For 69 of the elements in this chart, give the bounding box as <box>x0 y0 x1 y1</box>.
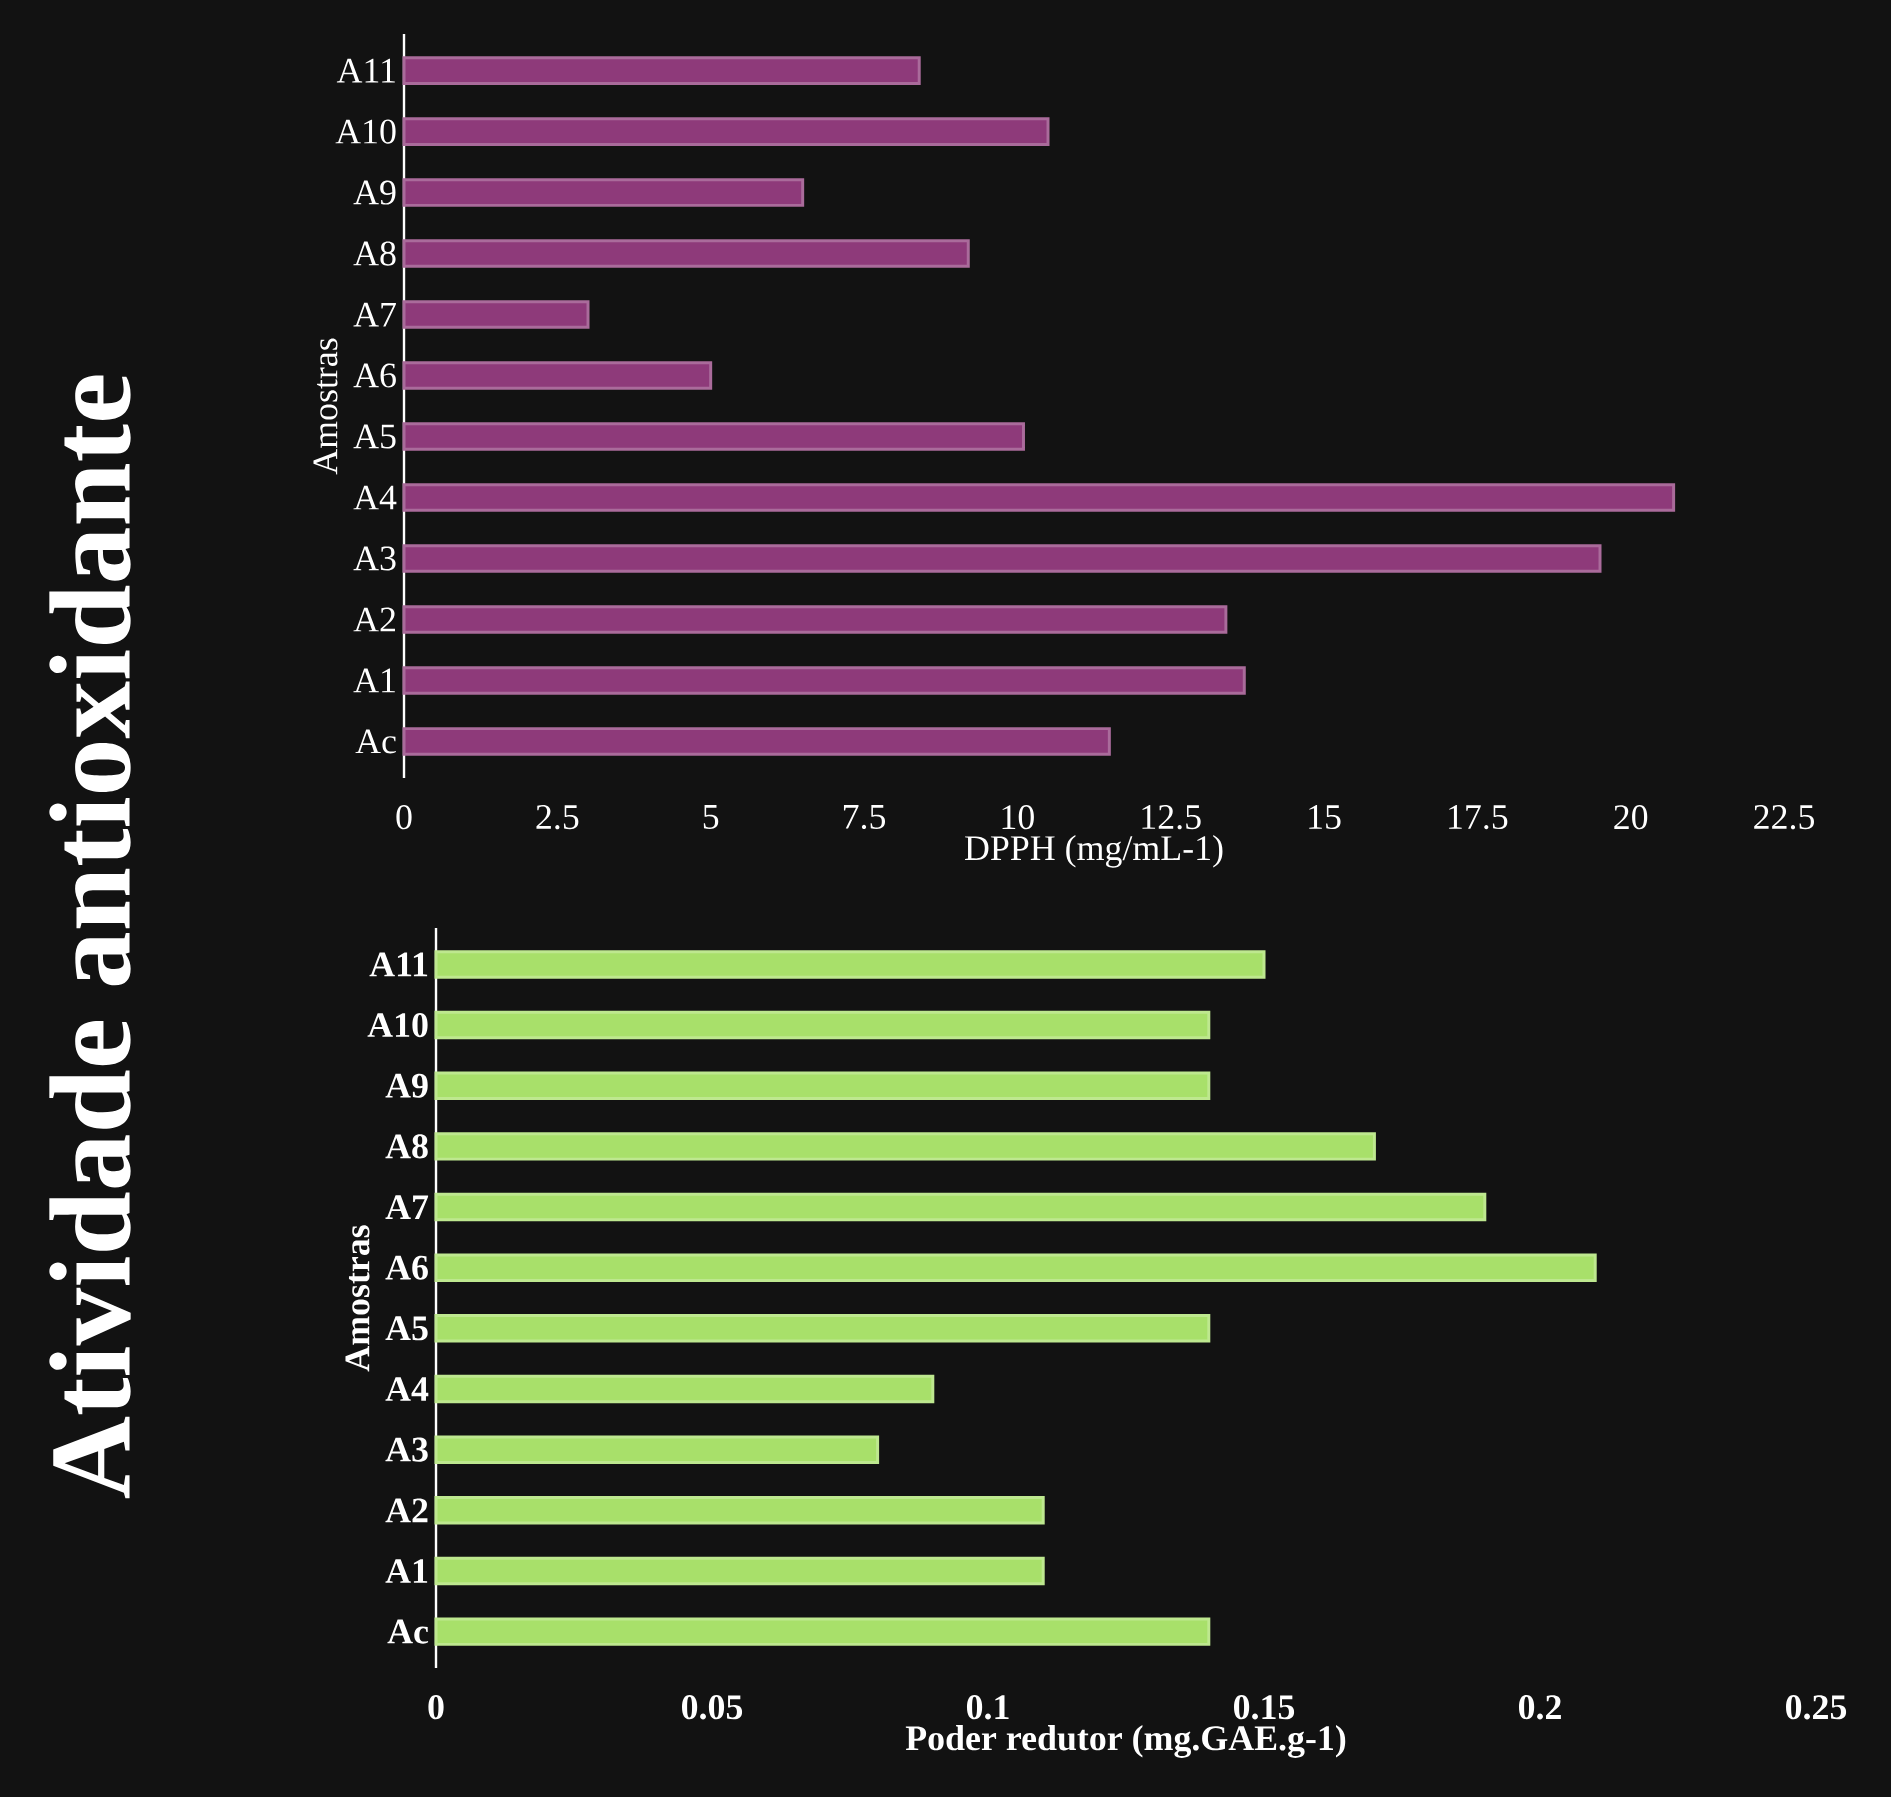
y-tick-label: A2 <box>353 607 395 632</box>
x-tick-label: 0.2 <box>1518 1695 1561 1720</box>
x-tick-label: 10 <box>1002 805 1034 830</box>
y-tick-label: A8 <box>353 241 396 266</box>
x-tick-label: 0.15 <box>1234 1695 1295 1720</box>
bar <box>402 300 590 329</box>
y-tick-label: A4 <box>353 485 397 510</box>
x-tick-label: 12.5 <box>1142 805 1201 830</box>
x-tick-label: 0.05 <box>682 1695 743 1720</box>
bar <box>434 1374 935 1404</box>
y-tick-label: A5 <box>353 424 396 449</box>
bar <box>402 361 713 390</box>
y-tick-label: A4 <box>385 1377 429 1401</box>
y-tick-label: A9 <box>385 1073 428 1098</box>
bar <box>402 483 1676 512</box>
bar <box>402 117 1050 146</box>
bar <box>434 1617 1211 1646</box>
x-tick-label: 15 <box>1309 805 1341 830</box>
bar <box>434 950 1266 979</box>
y-axis-title: Amostras <box>313 338 338 475</box>
y-tick-label: A1 <box>385 1559 428 1583</box>
y-tick-label: A2 <box>385 1498 428 1523</box>
bar <box>402 727 1111 756</box>
y-tick-label: Ac <box>387 1619 429 1644</box>
bar <box>434 1192 1487 1222</box>
y-tick-label: A6 <box>385 1255 428 1280</box>
y-tick-label: A7 <box>385 1195 429 1219</box>
y-tick-label: A10 <box>335 119 396 144</box>
x-tick-label: 20 <box>1614 805 1648 830</box>
y-tick-label: A11 <box>336 58 395 83</box>
y-tick-label: A5 <box>385 1316 428 1341</box>
bar <box>402 178 805 207</box>
x-tick-label: 7.5 <box>843 805 886 830</box>
x-tick-label: 0.1 <box>966 1695 1009 1720</box>
x-tick-label: 2.5 <box>536 805 579 830</box>
bar <box>434 1253 1597 1282</box>
bar <box>434 1071 1211 1100</box>
x-tick-label: 0 <box>428 1695 444 1720</box>
bar <box>402 605 1228 634</box>
bar <box>434 1496 1045 1525</box>
y-tick-label: A3 <box>385 1437 428 1462</box>
bar <box>434 1132 1376 1161</box>
bar <box>402 56 921 85</box>
y-tick-label: A10 <box>367 1012 428 1038</box>
bar <box>434 1314 1211 1343</box>
bar <box>402 422 1025 451</box>
bar <box>402 544 1602 573</box>
bar <box>402 239 970 268</box>
y-tick-label: A8 <box>385 1134 428 1159</box>
x-tick-label: 22.5 <box>1754 805 1814 830</box>
y-tick-label: A3 <box>353 546 396 571</box>
x-tick-label: 0 <box>396 805 412 830</box>
y-tick-label: A9 <box>353 180 396 205</box>
bar <box>434 1556 1045 1586</box>
x-tick-label: 5 <box>703 805 719 829</box>
text: Atividade antioxidante <box>49 375 131 1499</box>
y-axis-title: Amostras <box>345 1225 370 1372</box>
x-axis-title: Poder redutor (mg.GAE.g-1) <box>905 1725 1346 1758</box>
bar <box>434 1435 880 1464</box>
x-axis-title: DPPH (mg/mL-1) <box>965 834 1223 868</box>
y-tick-label: A1 <box>353 668 395 693</box>
y-tick-label: A6 <box>353 363 396 388</box>
y-tick-label: A7 <box>353 302 396 327</box>
bar <box>402 666 1246 695</box>
x-tick-label: 0.25 <box>1786 1695 1847 1720</box>
x-tick-label: 17.5 <box>1449 805 1508 830</box>
y-tick-label: Ac <box>355 729 396 754</box>
bar <box>434 1010 1211 1040</box>
y-tick-label: A11 <box>369 952 428 977</box>
